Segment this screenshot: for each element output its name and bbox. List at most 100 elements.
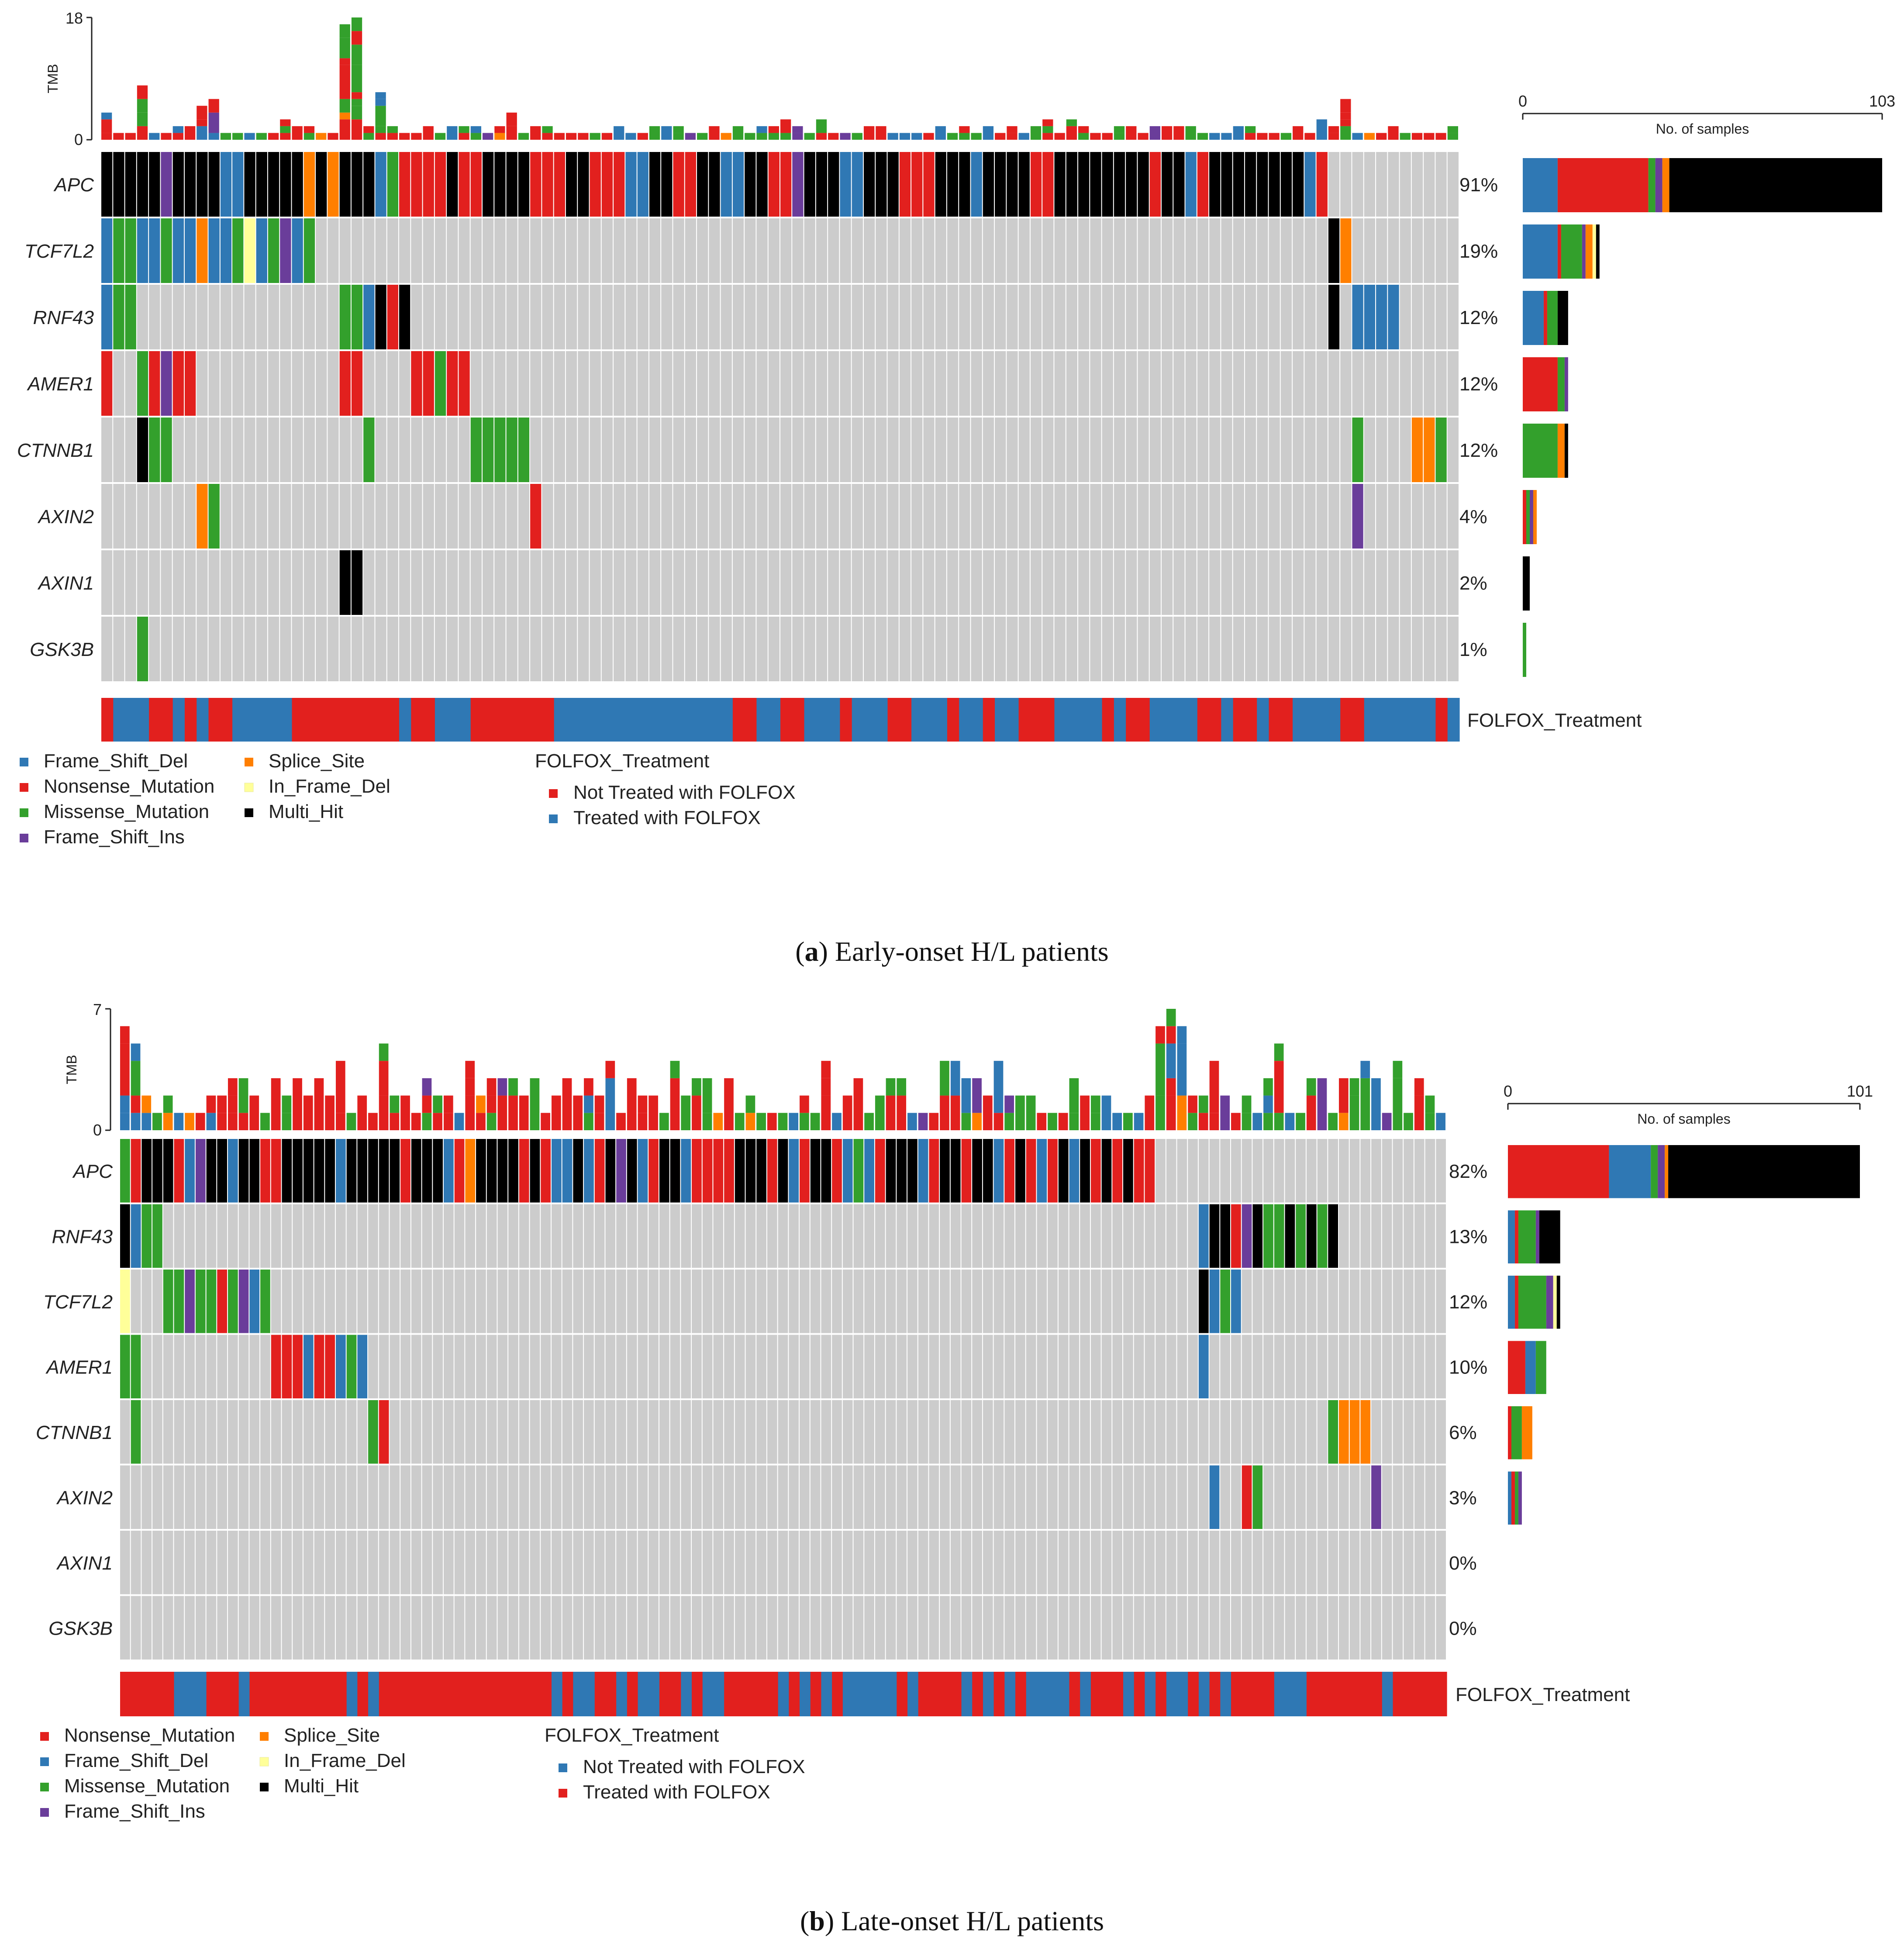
cell-rnf43-none: [971, 285, 982, 349]
cell-rnf43-none: [470, 285, 482, 349]
tmb-bar-frame-shift-del: [661, 126, 672, 140]
tmb-bar-nonsense-mutation: [465, 1078, 475, 1096]
tmb-bar-nonsense-mutation: [821, 1078, 831, 1096]
cell-apc-multi-hit: [1245, 152, 1256, 217]
cell-tcf7l2-none: [1173, 218, 1185, 283]
cell-axin2-none: [494, 484, 506, 549]
cell-ctnnb1-none: [1220, 1400, 1231, 1464]
tmb-bar-nonsense-mutation: [443, 1095, 453, 1113]
cell-tcf7l2-none: [476, 1270, 486, 1333]
cell-ctnnb1-none: [1042, 418, 1054, 482]
tmb-bar-nonsense-mutation: [443, 1113, 453, 1130]
cell-rnf43-frame-shift-del: [363, 285, 375, 349]
tmb-bar-nonsense-mutation: [605, 1061, 615, 1078]
cell-rnf43-multi-hit: [1220, 1204, 1231, 1268]
cell-tcf7l2-none: [649, 218, 661, 283]
caption-text: Early-onset H/L patients: [835, 936, 1109, 967]
cell-ctnnb1-none: [721, 418, 732, 482]
tmb-bar-frame-shift-del: [120, 1095, 130, 1113]
cell-apc-nonsense-mutation: [470, 152, 482, 217]
cell-ctnnb1-splice-site: [1424, 418, 1435, 482]
cell-apc-nonsense-mutation: [1030, 152, 1042, 217]
cell-gsk3b-none: [423, 617, 434, 681]
cell-gsk3b-none: [745, 1596, 756, 1660]
cell-apc-multi-hit: [1280, 152, 1292, 217]
tmb-bar-nonsense-mutation: [1102, 133, 1113, 140]
annotation-cell-red: [1317, 1672, 1328, 1716]
cell-rnf43-none: [1004, 1204, 1015, 1268]
cell-axin1-none: [494, 550, 506, 615]
cell-ctnnb1-missense-mutation: [149, 418, 160, 482]
cell-axin1-none: [1364, 550, 1376, 615]
cell-tcf7l2-none: [131, 1270, 141, 1333]
cell-ctnnb1-none: [702, 1400, 713, 1464]
cell-rnf43-missense-mutation: [113, 285, 124, 349]
cell-tcf7l2-none: [1257, 218, 1268, 283]
tmb-bar-nonsense-mutation: [519, 1095, 529, 1130]
cell-amer1-none: [113, 351, 124, 416]
cell-rnf43-none: [1126, 285, 1137, 349]
cell-gsk3b-none: [961, 1596, 972, 1660]
cell-ctnnb1-none: [1134, 1400, 1144, 1464]
tmb-bar-nonsense-mutation: [197, 119, 207, 126]
folfox-annotation-strip: [101, 698, 1460, 742]
cell-amer1-none: [1123, 1335, 1133, 1398]
cell-apc-multi-hit: [163, 1139, 173, 1203]
cell-rnf43-none: [876, 285, 887, 349]
cell-gsk3b-none: [972, 1596, 982, 1660]
samples-axis-max-label: 103: [1869, 92, 1895, 110]
cell-apc-nonsense-mutation: [411, 152, 422, 217]
cell-apc-frame-shift-del: [584, 1139, 594, 1203]
tmb-bar-splice-site: [1177, 1095, 1187, 1130]
cell-amer1-none: [709, 351, 720, 416]
cell-amer1-none: [685, 351, 697, 416]
cell-rnf43-none: [1018, 285, 1030, 349]
count-bar-tcf7l2-in-frame-del: [1553, 1276, 1557, 1329]
cell-amer1-none: [220, 351, 232, 416]
annotation-cell-red: [1352, 698, 1365, 742]
cell-rnf43-none: [411, 1204, 421, 1268]
cell-tcf7l2-frame-shift-ins: [185, 1270, 195, 1333]
cell-apc-multi-hit: [810, 1139, 821, 1203]
cell-axin1-none: [1349, 1531, 1360, 1594]
tmb-bar-missense-mutation: [1015, 1095, 1025, 1130]
cell-apc-multi-hit: [972, 1139, 982, 1203]
cell-gsk3b-none: [435, 617, 446, 681]
cell-axin1-none: [423, 550, 434, 615]
cell-ctnnb1-none: [1156, 1400, 1166, 1464]
tmb-bar-splice-site: [141, 1095, 152, 1113]
gene-label-ctnnb1: CTNNB1: [17, 440, 94, 461]
annotation-cell-red: [1349, 1672, 1361, 1716]
cell-apc-multi-hit: [282, 1139, 292, 1203]
cell-tcf7l2-none: [1126, 218, 1137, 283]
cell-apc-multi-hit: [351, 152, 363, 217]
cell-amer1-none: [530, 1335, 540, 1398]
cell-amer1-none: [542, 351, 553, 416]
annotation-cell-blue: [601, 698, 614, 742]
cell-axin2-none: [832, 1465, 842, 1529]
cell-gsk3b-none: [1364, 617, 1376, 681]
cell-ctnnb1-none: [876, 418, 887, 482]
cell-axin2-none: [566, 484, 577, 549]
cell-amer1-none: [422, 1335, 432, 1398]
cell-apc-multi-hit: [709, 152, 720, 217]
tmb-bar-missense-mutation: [280, 126, 291, 133]
cell-amer1-none: [1435, 351, 1447, 416]
cell-gsk3b-none: [1257, 617, 1268, 681]
gene-label-axin2: AXIN2: [56, 1487, 113, 1508]
cell-tcf7l2-none: [875, 1270, 885, 1333]
cell-axin1-none: [433, 1531, 443, 1594]
cell-ctnnb1-none: [864, 1400, 874, 1464]
cell-tcf7l2-none: [1066, 218, 1078, 283]
cell-gsk3b-none: [256, 617, 267, 681]
cell-tcf7l2-none: [625, 218, 637, 283]
cell-tcf7l2-none: [702, 1270, 713, 1333]
tmb-bar-missense-mutation: [971, 133, 982, 140]
annotation-cell-blue: [709, 698, 721, 742]
cell-gsk3b-none: [1102, 617, 1113, 681]
tmb-bar-missense-mutation: [1048, 1113, 1057, 1130]
cell-axin1-none: [993, 1531, 1004, 1594]
cell-ctnnb1-none: [1414, 1400, 1425, 1464]
cell-axin2-nonsense-mutation: [530, 484, 542, 549]
cell-ctnnb1-none: [357, 1400, 368, 1464]
